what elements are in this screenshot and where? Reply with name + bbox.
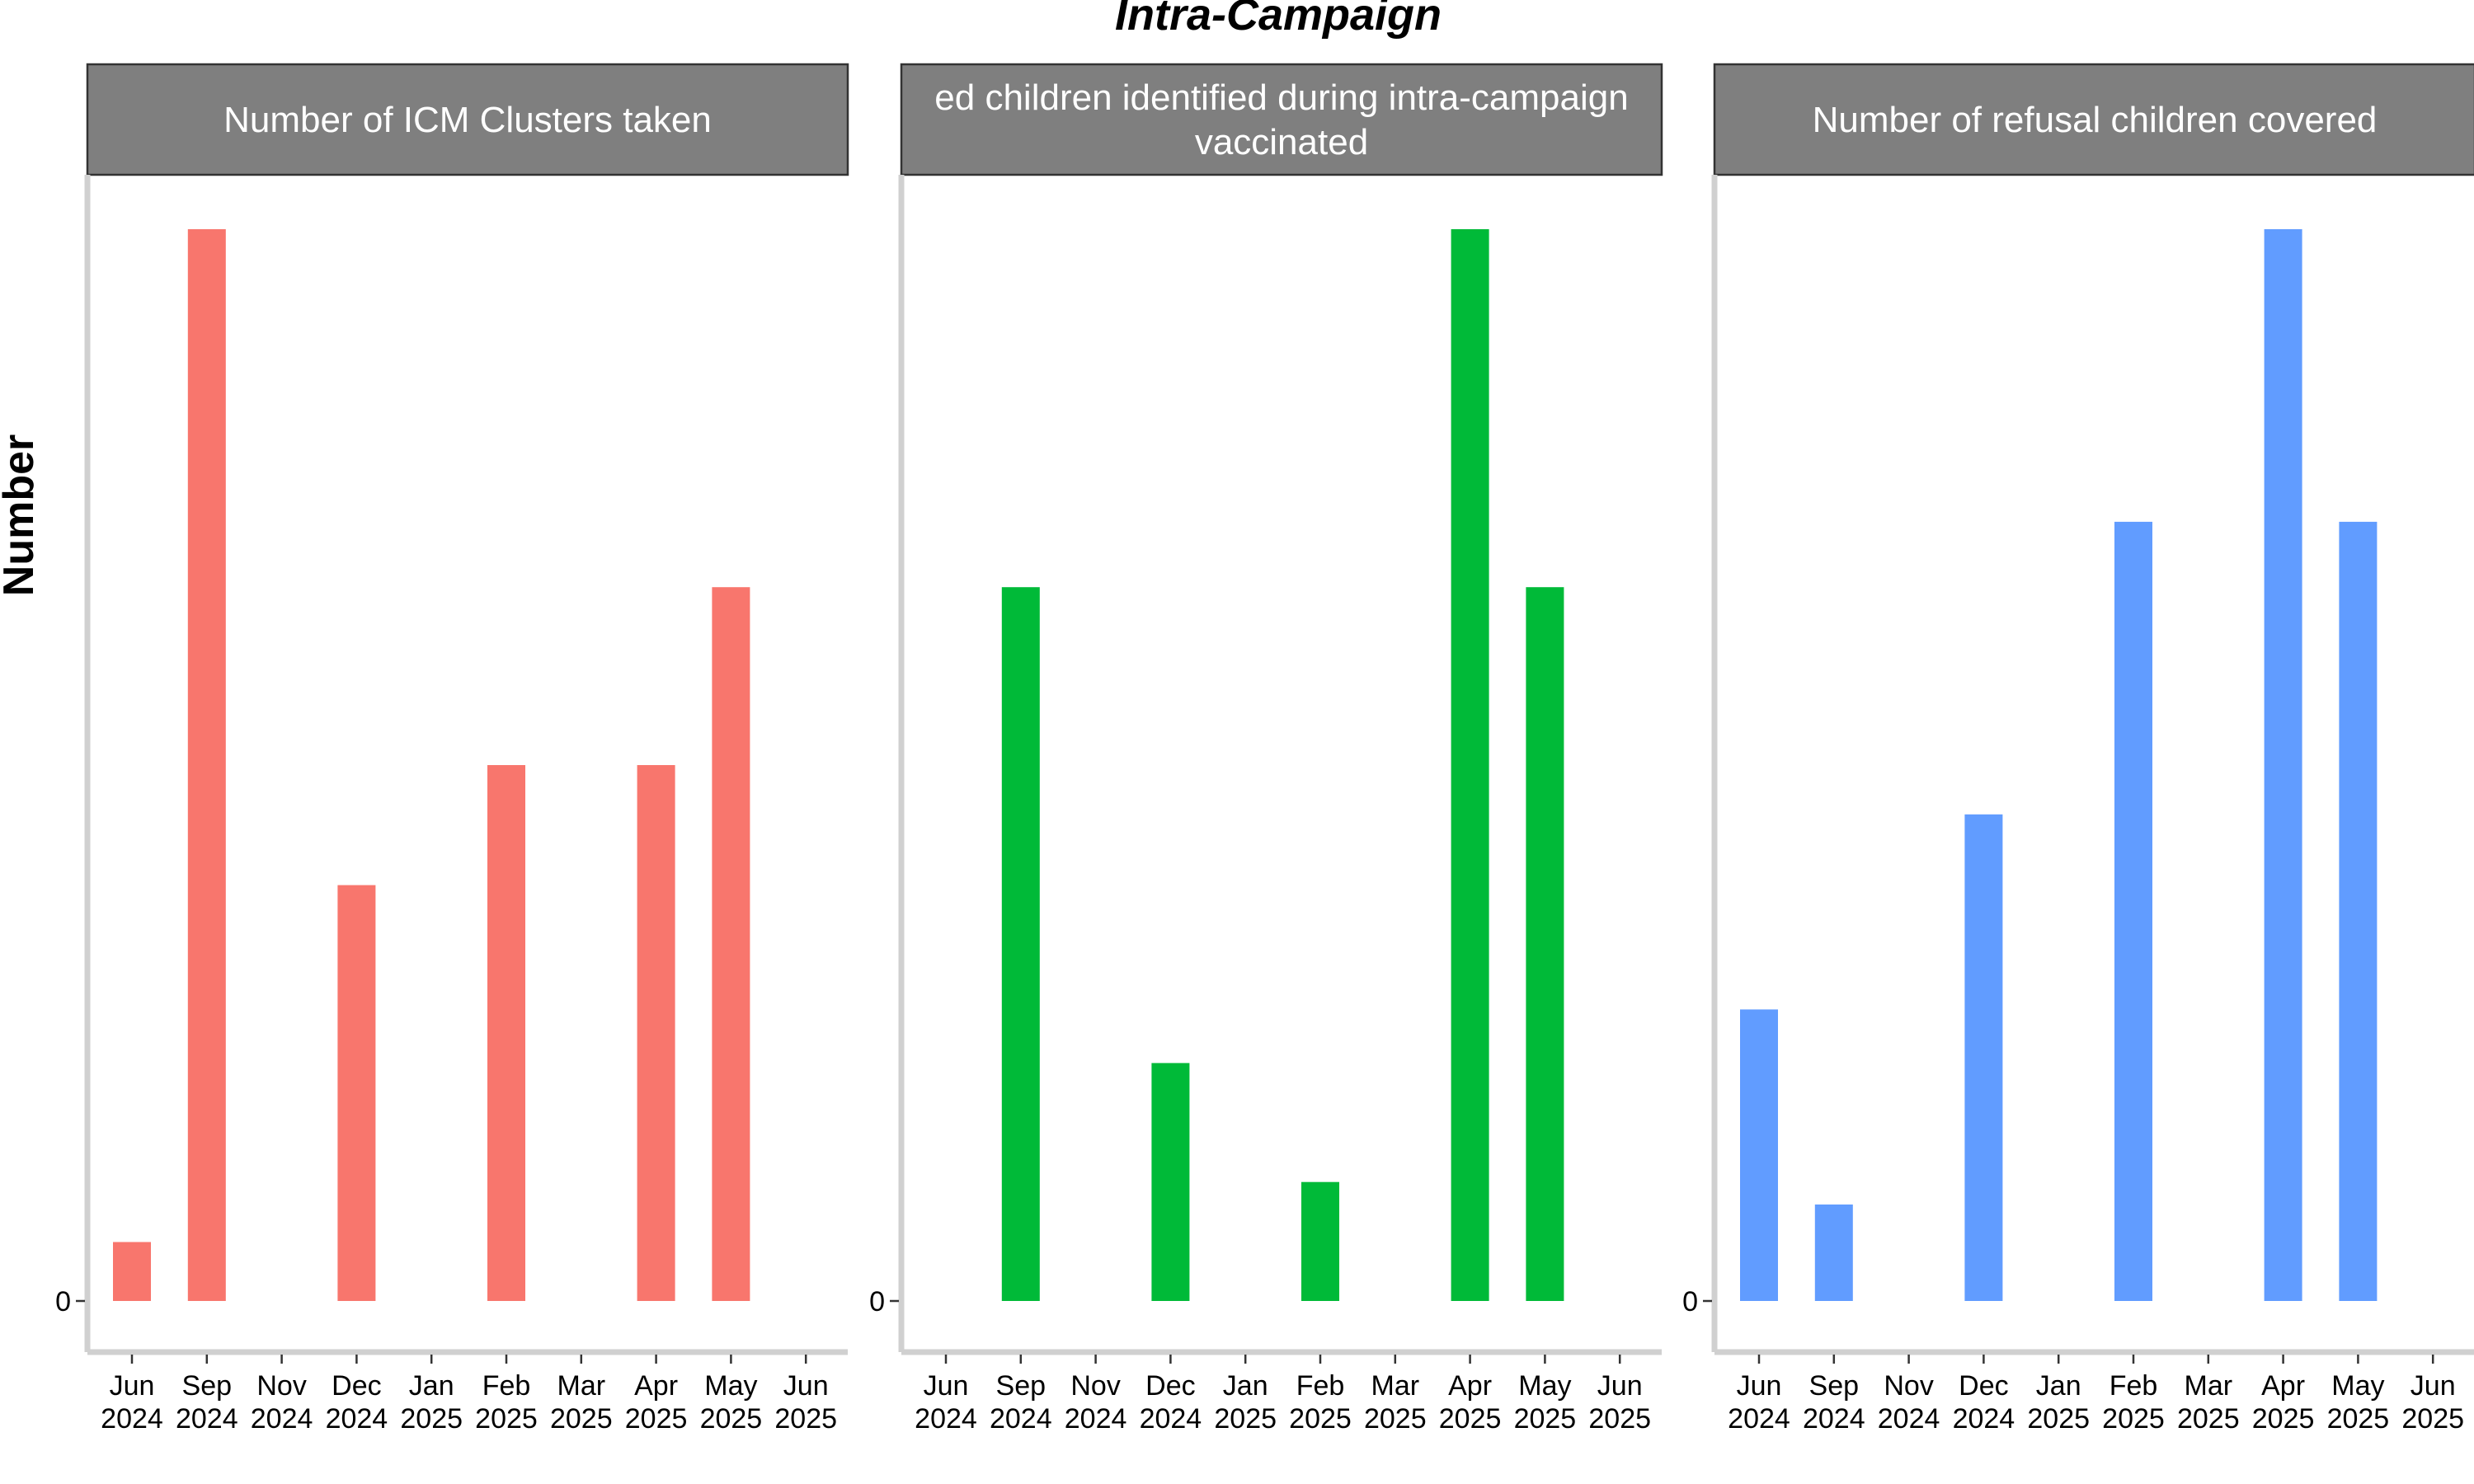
y-tick-label: 0 <box>869 1286 885 1317</box>
y-tick-label: 0 <box>55 1286 71 1317</box>
x-tick-label-year: 2024 <box>251 1403 313 1435</box>
x-tick-label-year: 2024 <box>1803 1403 1865 1435</box>
bar-2025-05 <box>712 587 750 1301</box>
bar-2024-12 <box>1151 1063 1190 1301</box>
x-tick-label-month: Feb <box>2109 1370 2158 1402</box>
x-tick-label-year: 2024 <box>1878 1403 1940 1435</box>
bar-2025-04 <box>637 765 675 1301</box>
x-tick-label-month: Jun <box>110 1370 155 1402</box>
x-tick-label-month: Feb <box>482 1370 531 1402</box>
x-tick-label-year: 2025 <box>1588 1403 1651 1435</box>
panel-3: Number of refusal children covered0Jun20… <box>1682 63 2474 1435</box>
x-tick-label-month: Mar <box>2185 1370 2233 1402</box>
x-tick-label-month: May <box>2331 1370 2384 1402</box>
x-tick-label-year: 2024 <box>1140 1403 1202 1435</box>
bar-2025-02 <box>1301 1181 1339 1301</box>
x-tick-label-year: 2024 <box>326 1403 388 1435</box>
bar-2024-12 <box>337 885 376 1301</box>
x-tick-label-month: Jan <box>2036 1370 2081 1402</box>
bar-2024-06 <box>1740 1009 1778 1301</box>
panel-title-line: vaccinated <box>1195 122 1368 162</box>
x-tick-label-month: Dec <box>1959 1370 2008 1402</box>
x-tick-label-year: 2025 <box>475 1403 538 1435</box>
chart-title: Intra-Campaign <box>1115 0 1442 40</box>
x-tick-label-year: 2025 <box>1289 1403 1352 1435</box>
x-tick-label-year: 2024 <box>1065 1403 1127 1435</box>
x-tick-label-year: 2025 <box>1439 1403 1502 1435</box>
bar-2025-04 <box>2264 229 2302 1301</box>
panel-1: Number of ICM Clusters taken0Jun2024Sep2… <box>55 63 849 1435</box>
x-tick-label-month: Jan <box>1223 1370 1268 1402</box>
bar-2025-04 <box>1451 229 1489 1301</box>
x-tick-label-year: 2025 <box>1214 1403 1277 1435</box>
x-tick-label-month: Jun <box>783 1370 829 1402</box>
x-tick-label-month: Mar <box>557 1370 606 1402</box>
x-tick-label-year: 2025 <box>625 1403 688 1435</box>
x-tick-label-month: Apr <box>2261 1370 2305 1402</box>
bar-2025-05 <box>1526 587 1564 1301</box>
x-tick-label-year: 2024 <box>990 1403 1052 1435</box>
bar-2024-09 <box>187 229 226 1301</box>
x-tick-label-year: 2024 <box>1728 1403 1790 1435</box>
panel-strip <box>900 63 1663 176</box>
bar-2025-02 <box>487 765 525 1301</box>
x-tick-label-month: Jun <box>2411 1370 2456 1402</box>
x-tick-label-month: May <box>1518 1370 1571 1402</box>
x-tick-label-year: 2025 <box>2102 1403 2165 1435</box>
bar-2024-09 <box>1814 1205 1853 1301</box>
x-tick-label-year: 2025 <box>2027 1403 2090 1435</box>
x-tick-label-month: Dec <box>1145 1370 1195 1402</box>
x-tick-label-year: 2024 <box>915 1403 977 1435</box>
panel-2: ed children identified during intra-camp… <box>869 63 1663 1435</box>
x-tick-label-month: Nov <box>1884 1370 1933 1402</box>
x-tick-label-month: Sep <box>996 1370 1047 1402</box>
y-tick-label: 0 <box>1682 1286 1698 1317</box>
x-tick-label-month: Apr <box>634 1370 678 1402</box>
x-tick-label-month: Feb <box>1296 1370 1345 1402</box>
bar-2024-12 <box>1964 814 2003 1301</box>
x-tick-label-year: 2025 <box>2252 1403 2315 1435</box>
x-tick-label-month: Jun <box>1737 1370 1782 1402</box>
x-tick-label-month: Apr <box>1448 1370 1492 1402</box>
x-tick-label-month: Nov <box>1070 1370 1120 1402</box>
panel-strip <box>1713 63 2474 176</box>
x-tick-label-month: Jun <box>1597 1370 1643 1402</box>
x-tick-label-year: 2025 <box>1364 1403 1427 1435</box>
x-tick-label-year: 2025 <box>2327 1403 2390 1435</box>
x-tick-label-month: Sep <box>1809 1370 1860 1402</box>
chart-panels: Number of ICM Clusters taken0Jun2024Sep2… <box>55 63 2474 1435</box>
x-tick-label-year: 2025 <box>400 1403 463 1435</box>
x-tick-label-year: 2024 <box>176 1403 238 1435</box>
x-tick-label-year: 2025 <box>1514 1403 1577 1435</box>
x-tick-label-month: Mar <box>1371 1370 1420 1402</box>
x-tick-label-year: 2025 <box>2401 1403 2464 1435</box>
x-tick-label-year: 2025 <box>774 1403 837 1435</box>
panel-strip <box>86 63 849 176</box>
y-axis-label: Number <box>0 434 43 596</box>
panel-title-line: ed children identified during intra-camp… <box>934 77 1628 118</box>
x-tick-label-month: Dec <box>332 1370 381 1402</box>
bar-2024-06 <box>113 1242 151 1301</box>
bar-2025-02 <box>2114 521 2152 1301</box>
x-tick-label-year: 2024 <box>1953 1403 2015 1435</box>
x-tick-label-month: Jun <box>924 1370 969 1402</box>
x-tick-label-year: 2024 <box>101 1403 163 1435</box>
panel-title-line: Number of ICM Clusters taken <box>223 100 712 140</box>
x-tick-label-year: 2025 <box>700 1403 763 1435</box>
bar-2025-05 <box>2339 521 2378 1301</box>
x-tick-label-month: Sep <box>182 1370 233 1402</box>
x-tick-label-month: Jan <box>409 1370 454 1402</box>
x-tick-label-month: Nov <box>256 1370 306 1402</box>
x-tick-label-year: 2025 <box>550 1403 613 1435</box>
bar-2024-09 <box>1001 587 1040 1301</box>
x-tick-label-year: 2025 <box>2177 1403 2240 1435</box>
panel-title-line: Number of refusal children covered <box>1813 100 2378 140</box>
x-tick-label-month: May <box>704 1370 757 1402</box>
